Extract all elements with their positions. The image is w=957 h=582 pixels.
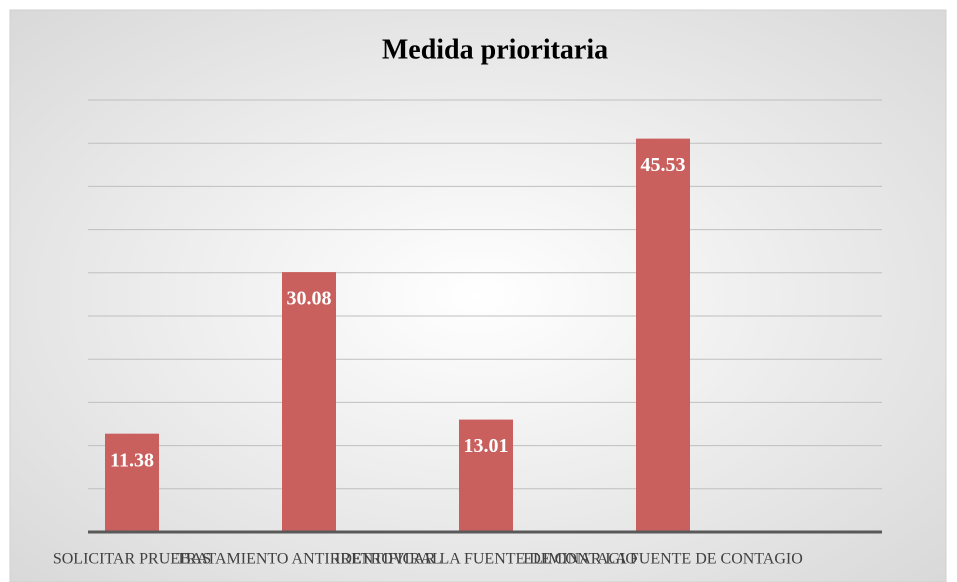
data-label: 13.01 [464,435,509,457]
bar [105,433,159,532]
x-tick-label: TRATAMIENTO ANTIRRETROVIRAL [176,551,442,568]
bar [459,419,513,532]
bar [282,272,336,532]
x-tick-label: ELIMINAR LA FUENTE DE CONTAGIO [523,551,803,568]
x-tick-label: IDENTIFICAR LA FUENTE DE CONTAGIO [335,551,637,568]
data-label: 11.38 [110,449,154,471]
bar [636,138,690,533]
chart-title: Medida prioritaria [382,34,608,65]
data-label: 45.53 [641,154,686,176]
data-label: 30.08 [287,288,332,310]
x-tick-label: SOLICITAR PRUEBAS [53,551,211,568]
